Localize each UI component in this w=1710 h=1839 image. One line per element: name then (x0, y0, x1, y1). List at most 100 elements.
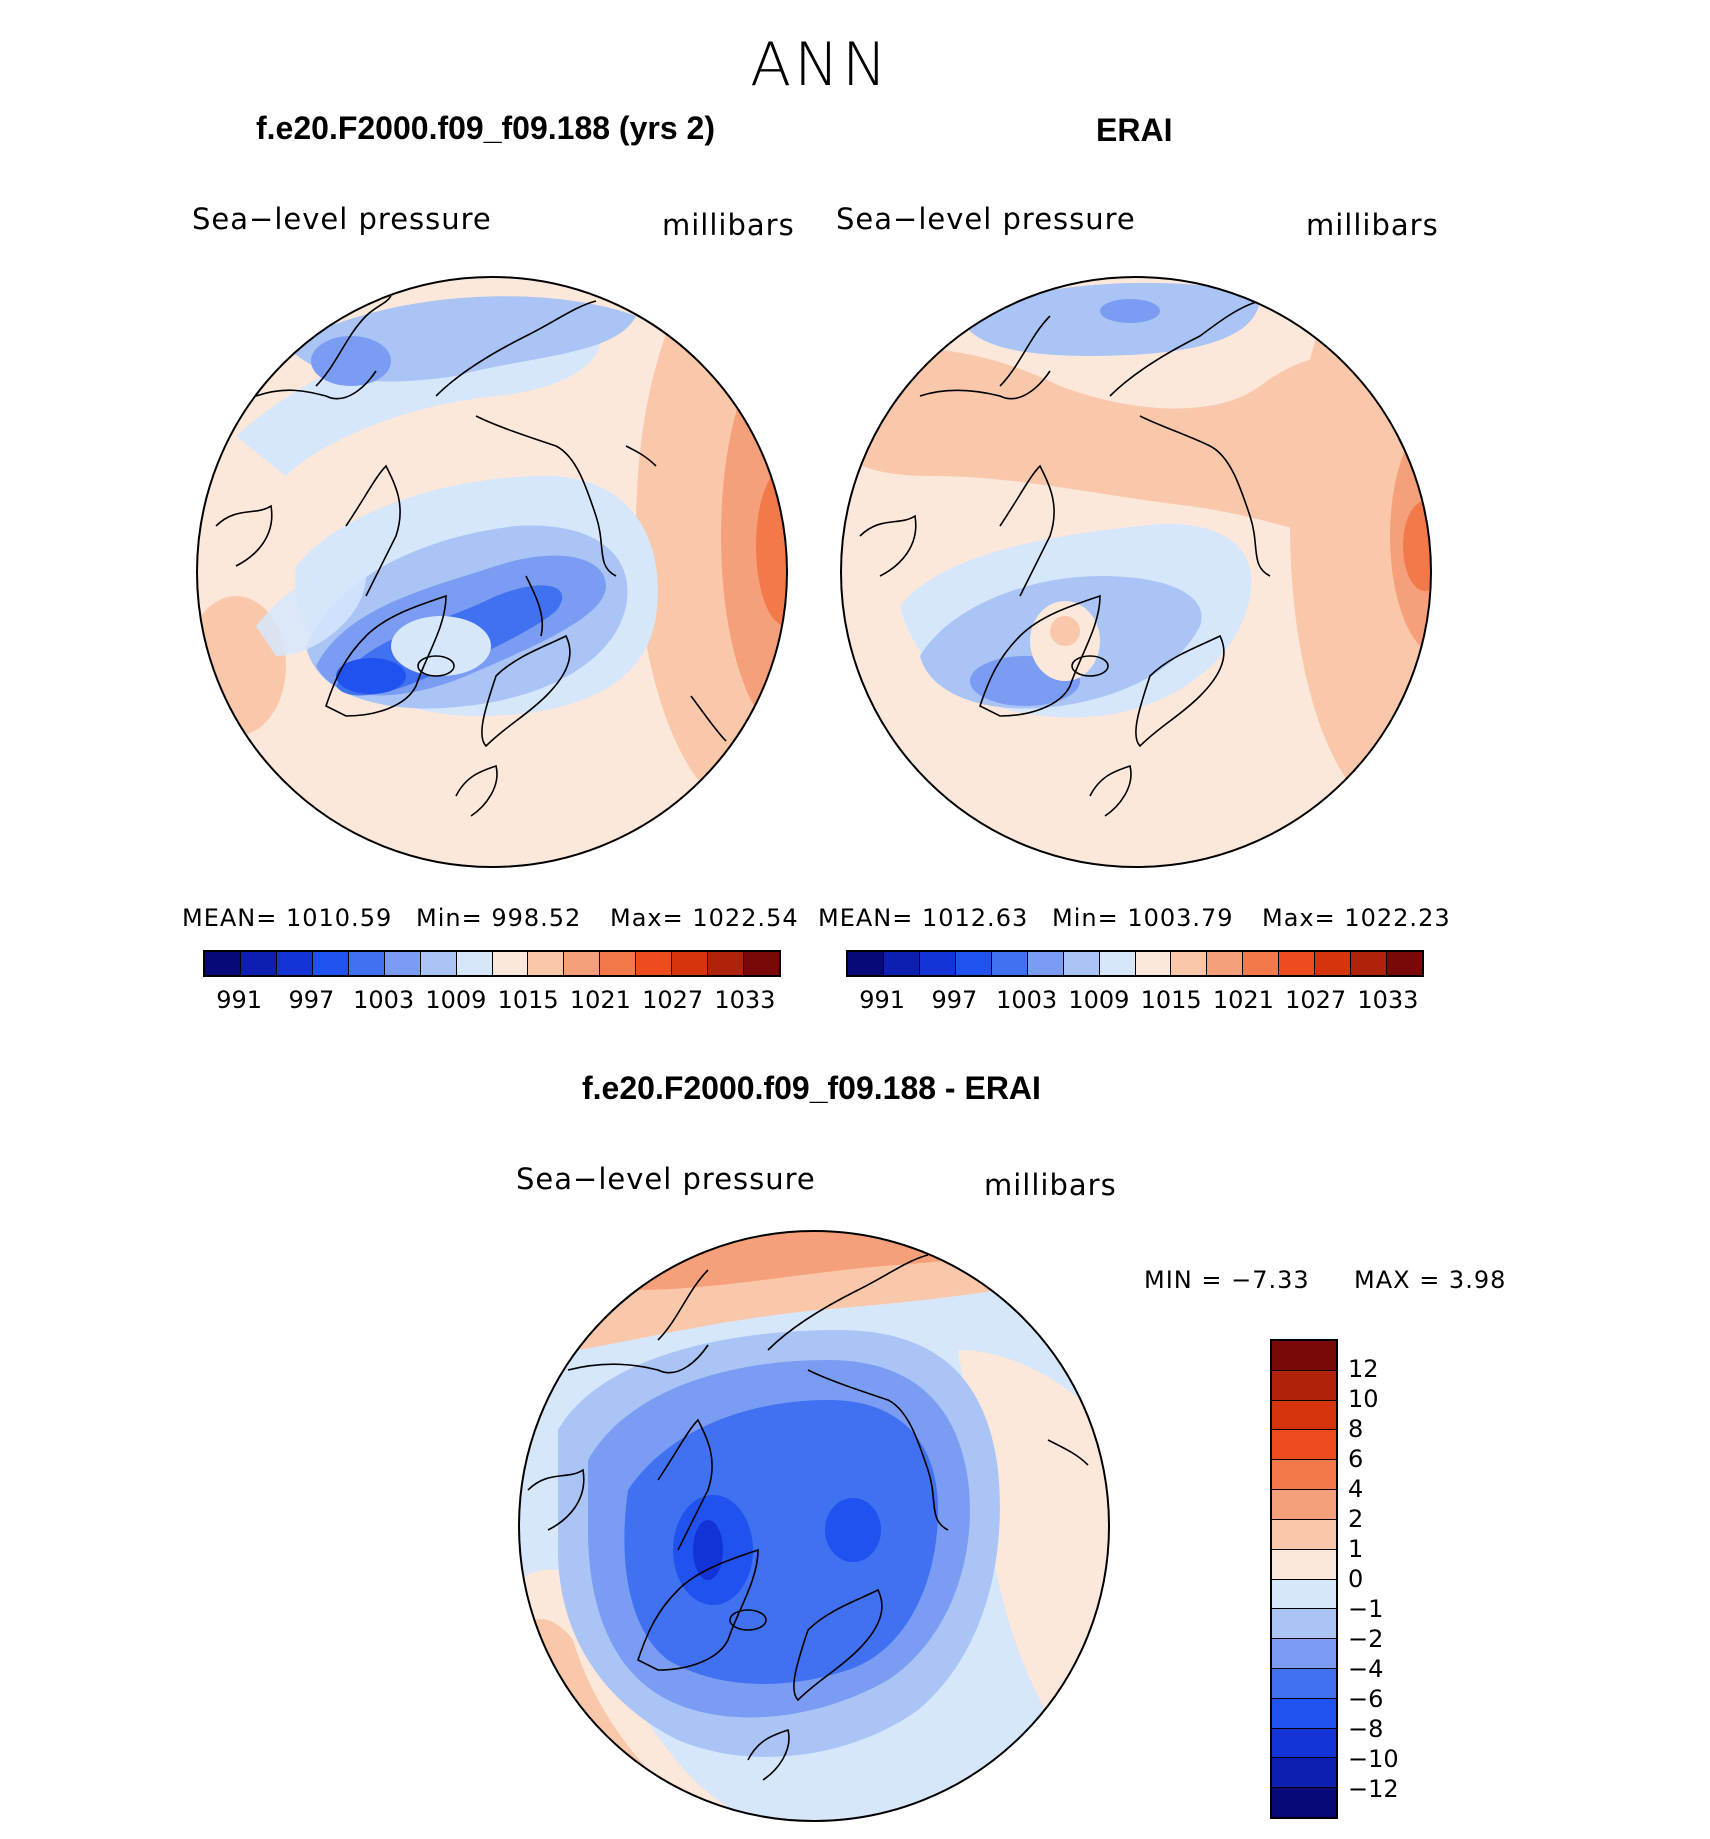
model-colorbar-swatch (240, 952, 277, 975)
obs-colorbar (846, 950, 1424, 977)
obs-min-stat: Min= 1003.79 (1052, 904, 1234, 932)
diff-colorbar-tick-label: 1 (1348, 1535, 1364, 1563)
model-max-stat: Max= 1022.54 (610, 904, 799, 932)
model-min-stat: Min= 998.52 (416, 904, 582, 932)
diff-units-label: millibars (984, 1168, 1117, 1202)
obs-colorbar-swatch (1099, 952, 1136, 975)
model-colorbar-tick-label: 1003 (353, 986, 415, 1014)
diff-colorbar-swatch (1272, 1490, 1336, 1520)
obs-colorbar-swatch (1135, 952, 1172, 975)
model-colorbar-swatch (492, 952, 529, 975)
model-colorbar-swatch (384, 952, 421, 975)
obs-colorbar-swatch (955, 952, 992, 975)
obs-colorbar-swatch (1387, 952, 1422, 975)
obs-colorbar-tick-label: 1009 (1068, 986, 1130, 1014)
model-colorbar-swatch (708, 952, 745, 975)
obs-panel-title: ERAI (1096, 112, 1173, 148)
diff-colorbar-swatch (1272, 1400, 1336, 1431)
obs-colorbar-ticks: 991 997 1003 1009 1015 1021 1027 1033 (846, 986, 1424, 1016)
obs-colorbar-swatch (1207, 952, 1244, 975)
obs-colorbar-swatch (1315, 952, 1352, 975)
diff-colorbar-tick-label: 10 (1348, 1385, 1379, 1413)
diff-colorbar-swatch (1272, 1728, 1336, 1759)
obs-colorbar-swatch (1171, 952, 1208, 975)
diff-colorbar-tick-label: −6 (1348, 1685, 1384, 1713)
obs-variable-label: Sea−level pressure (836, 202, 1136, 236)
model-polar-map (196, 276, 788, 868)
model-colorbar-swatch (312, 952, 349, 975)
diff-colorbar (1270, 1339, 1338, 1819)
obs-colorbar-swatch (883, 952, 920, 975)
obs-colorbar-swatch (919, 952, 956, 975)
obs-max-stat: Max= 1022.23 (1262, 904, 1451, 932)
model-colorbar-swatch (600, 952, 637, 975)
obs-colorbar-tick-label: 1033 (1357, 986, 1419, 1014)
diff-colorbar-swatch (1272, 1609, 1336, 1640)
diff-polar-map (518, 1230, 1110, 1822)
model-colorbar-tick-label: 1027 (642, 986, 704, 1014)
obs-colorbar-swatch (991, 952, 1028, 975)
diff-colorbar-swatch (1272, 1341, 1336, 1371)
diff-variable-label: Sea−level pressure (516, 1162, 816, 1196)
model-colorbar-swatch (205, 952, 241, 975)
model-colorbar-tick-label: 1015 (497, 986, 559, 1014)
obs-mean-stat: MEAN= 1012.63 (818, 904, 1029, 932)
model-colorbar-swatch (636, 952, 673, 975)
model-colorbar-swatch (348, 952, 385, 975)
obs-colorbar-tick-label: 1003 (996, 986, 1058, 1014)
figure-title: ANN (750, 30, 890, 100)
obs-colorbar-tick-label: 991 (859, 986, 906, 1014)
diff-colorbar-swatch (1272, 1549, 1336, 1580)
model-colorbar-tick-label: 991 (216, 986, 263, 1014)
diff-panel-title: f.e20.F2000.f09_f09.188 - ERAI (582, 1070, 1041, 1106)
diff-colorbar-tick-label: 0 (1348, 1565, 1364, 1593)
obs-colorbar-tick-label: 1021 (1212, 986, 1274, 1014)
diff-colorbar-tick-label: −12 (1348, 1775, 1399, 1803)
model-panel-title: f.e20.F2000.f09_f09.188 (yrs 2) (256, 110, 715, 146)
diff-colorbar-ticks: 12 10 8 6 4 2 1 0 −1 −2 −4 −6 −8 −10 −12 (1348, 1339, 1428, 1819)
model-colorbar-tick-label: 997 (288, 986, 335, 1014)
model-mean-stat: MEAN= 1010.59 (182, 904, 393, 932)
diff-colorbar-tick-label: 4 (1348, 1475, 1364, 1503)
diff-colorbar-tick-label: 8 (1348, 1415, 1364, 1443)
obs-colorbar-swatch (1243, 952, 1280, 975)
model-colorbar-tick-label: 1033 (714, 986, 776, 1014)
obs-colorbar-tick-label: 1015 (1140, 986, 1202, 1014)
diff-colorbar-tick-label: −10 (1348, 1745, 1399, 1773)
model-colorbar (203, 950, 781, 977)
model-colorbar-ticks: 991 997 1003 1009 1015 1021 1027 1033 (203, 986, 781, 1016)
diff-colorbar-tick-label: 6 (1348, 1445, 1364, 1473)
model-colorbar-swatch (564, 952, 601, 975)
obs-polar-map (840, 276, 1432, 868)
diff-colorbar-swatch (1272, 1639, 1336, 1669)
model-units-label: millibars (662, 208, 795, 242)
model-colorbar-tick-label: 1021 (569, 986, 631, 1014)
model-colorbar-swatch (528, 952, 565, 975)
obs-colorbar-swatch (1063, 952, 1100, 975)
diff-min-stat: MIN = −7.33 (1144, 1266, 1310, 1294)
diff-colorbar-swatch (1272, 1579, 1336, 1610)
obs-colorbar-tick-label: 997 (931, 986, 978, 1014)
diff-colorbar-tick-label: −2 (1348, 1625, 1384, 1653)
obs-colorbar-swatch (848, 952, 884, 975)
obs-colorbar-swatch (1027, 952, 1064, 975)
obs-colorbar-swatch (1351, 952, 1388, 975)
diff-colorbar-swatch (1272, 1370, 1336, 1401)
model-colorbar-swatch (456, 952, 493, 975)
diff-colorbar-tick-label: −1 (1348, 1595, 1384, 1623)
model-colorbar-swatch (672, 952, 709, 975)
diff-colorbar-swatch (1272, 1430, 1336, 1461)
model-colorbar-swatch (276, 952, 313, 975)
diff-colorbar-swatch (1272, 1758, 1336, 1789)
diff-colorbar-swatch (1272, 1788, 1336, 1817)
diff-colorbar-tick-label: 12 (1348, 1355, 1379, 1383)
obs-colorbar-swatch (1279, 952, 1316, 975)
model-colorbar-tick-label: 1009 (425, 986, 487, 1014)
diff-colorbar-swatch (1272, 1519, 1336, 1550)
diff-colorbar-swatch (1272, 1460, 1336, 1491)
model-colorbar-swatch (744, 952, 779, 975)
diff-colorbar-tick-label: 2 (1348, 1505, 1364, 1533)
diff-max-stat: MAX = 3.98 (1354, 1266, 1507, 1294)
diff-colorbar-tick-label: −4 (1348, 1655, 1384, 1683)
diff-colorbar-tick-label: −8 (1348, 1715, 1384, 1743)
